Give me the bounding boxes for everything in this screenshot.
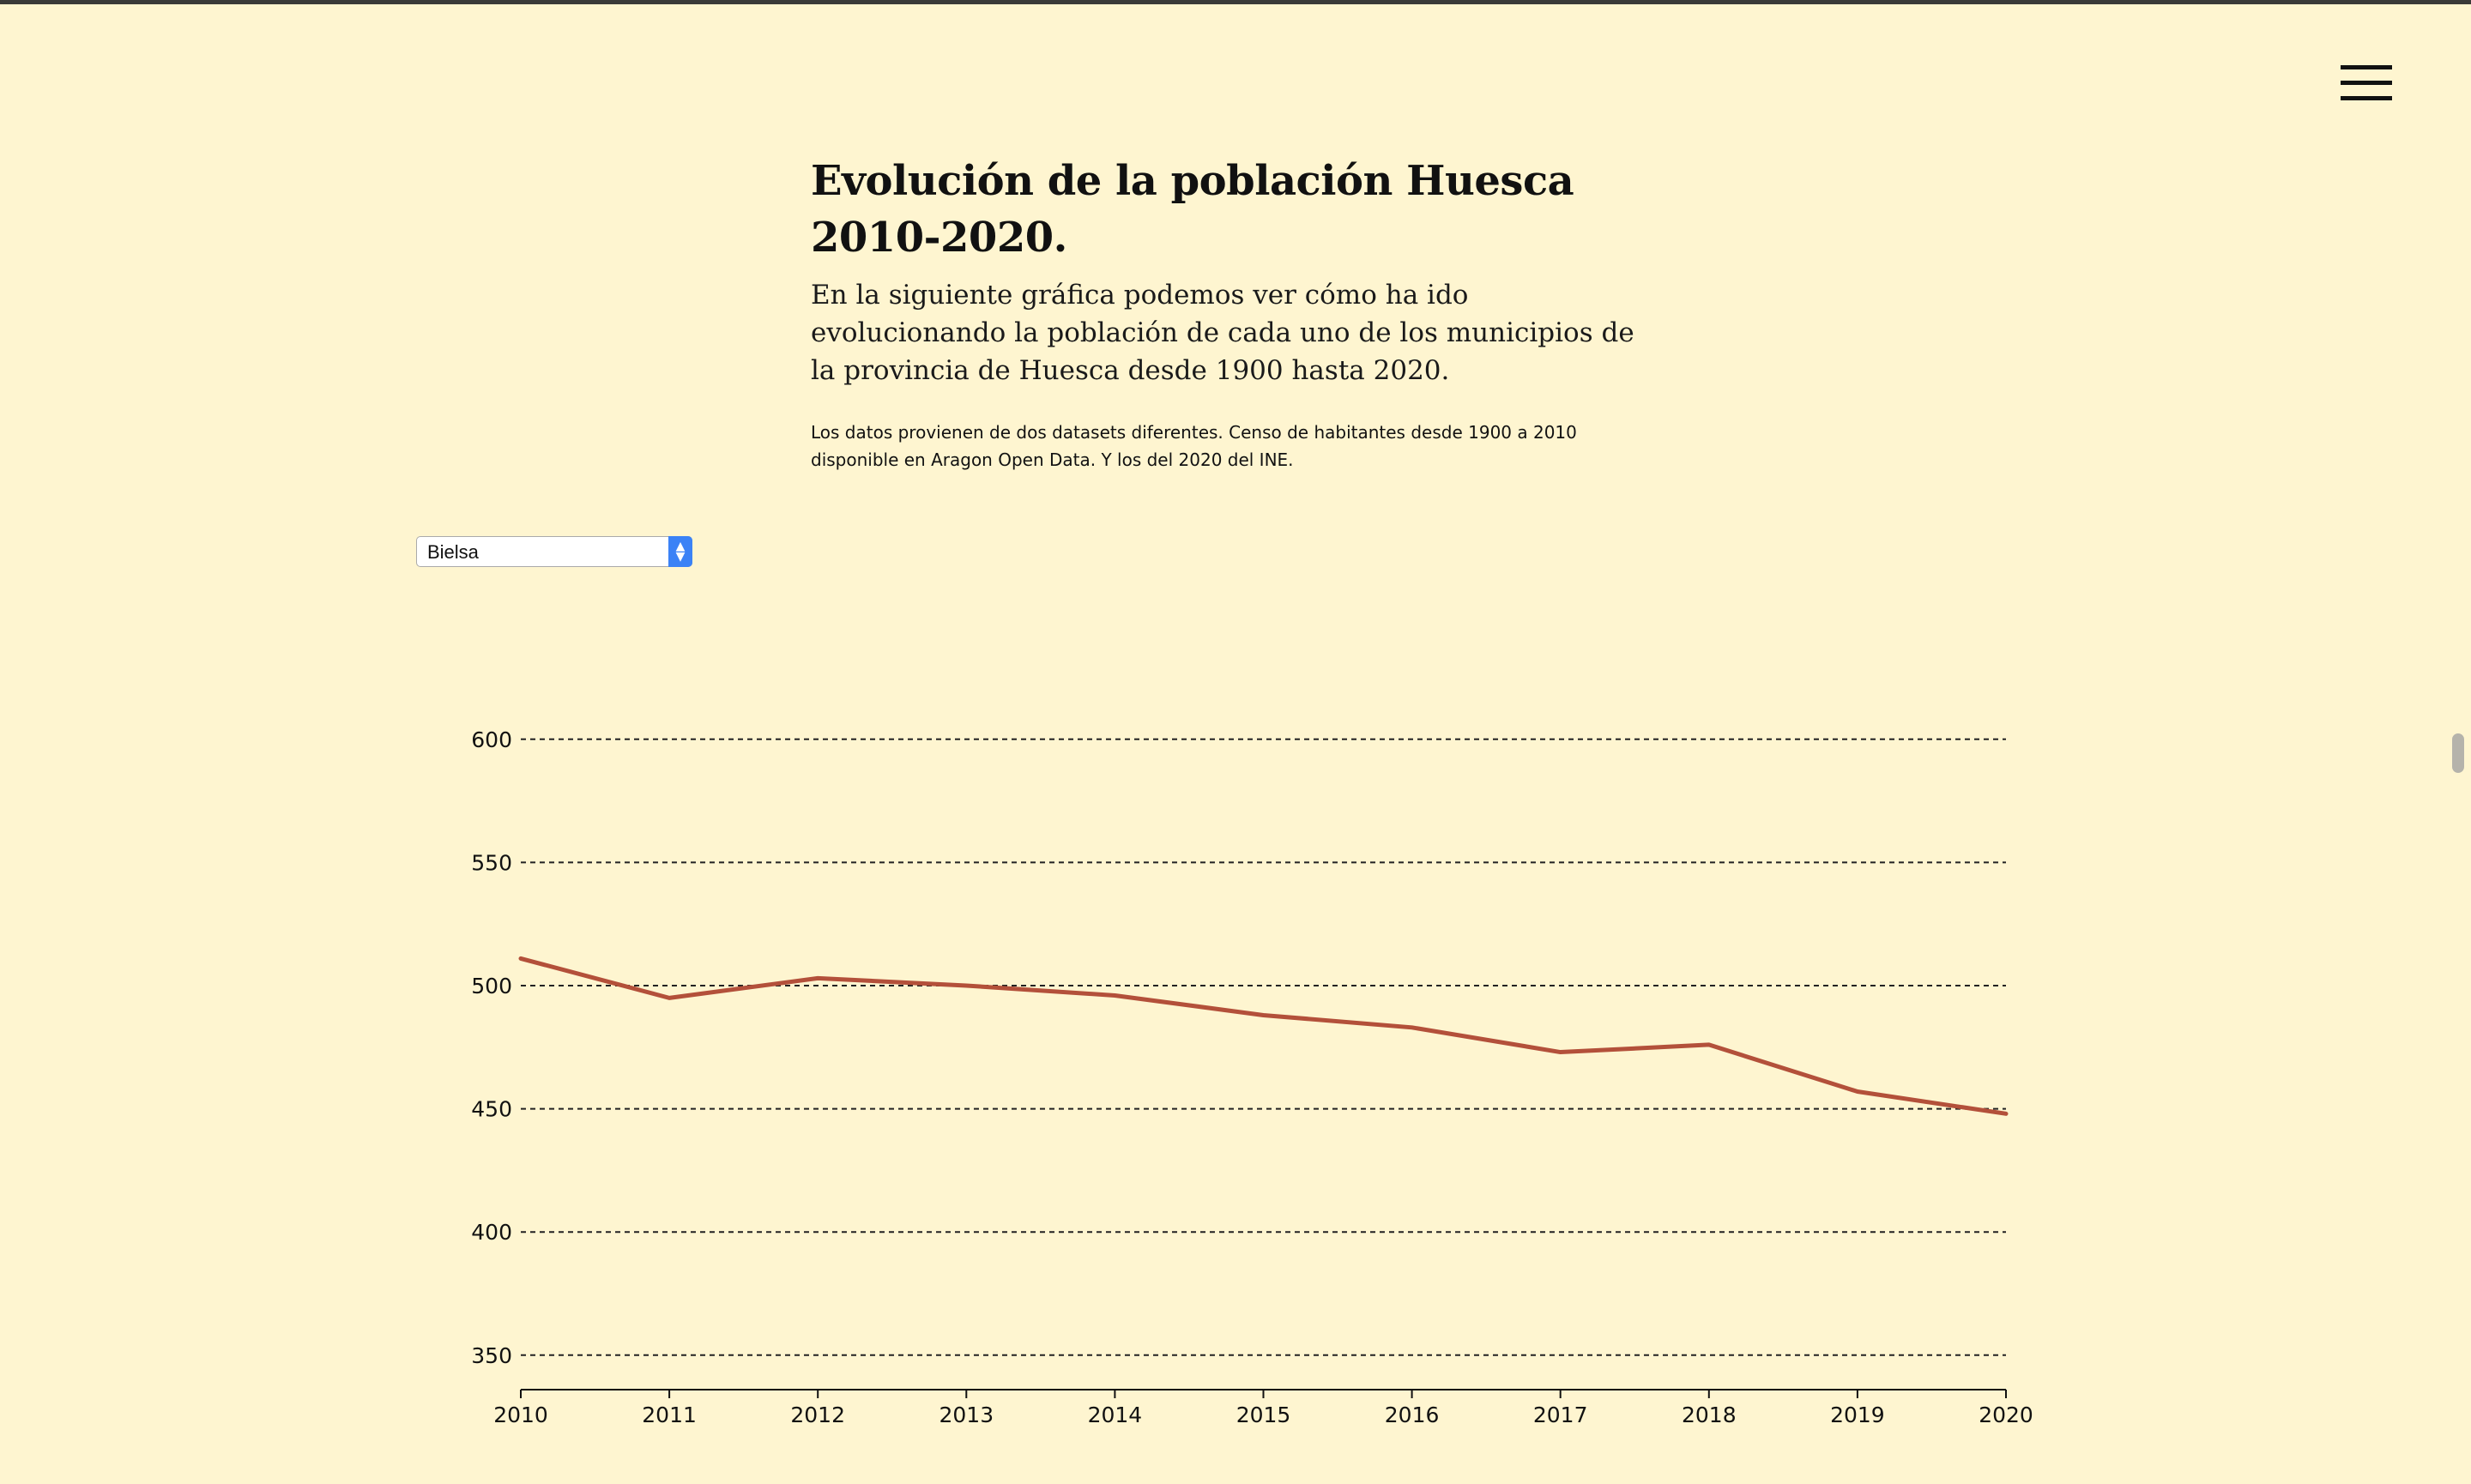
x-tick-label: 2016 xyxy=(1385,1403,1440,1427)
municipality-select[interactable]: Bielsa xyxy=(416,536,692,567)
source-note: Los datos provienen de dos datasets dife… xyxy=(811,422,1577,470)
x-tick-label: 2015 xyxy=(1236,1403,1291,1427)
hamburger-menu-icon[interactable] xyxy=(2334,60,2402,108)
grid-layer xyxy=(521,738,2006,1356)
y-tick-label: 600 xyxy=(471,727,512,752)
y-tick-label: 550 xyxy=(471,850,512,875)
page-title: Evolución de la población Huesca 2010-20… xyxy=(811,157,1574,262)
y-tick-label: 500 xyxy=(471,974,512,998)
article-header: Evolución de la población Huesca 2010-20… xyxy=(811,153,1634,474)
y-tick-label: 400 xyxy=(471,1220,512,1245)
municipality-select-wrapper: Bielsa ▲ ▼ xyxy=(416,536,692,567)
line-layer xyxy=(518,956,2009,1116)
population-series-line xyxy=(518,956,2009,1116)
menu-bar-top xyxy=(2341,65,2392,69)
scrollbar-thumb[interactable] xyxy=(2452,733,2464,773)
x-tick-label: 2011 xyxy=(642,1403,697,1427)
menu-bar-bottom xyxy=(2341,96,2392,100)
x-tick-label: 2020 xyxy=(1979,1403,2033,1427)
axis-layer: 350 400 450 500 550 600 2010 2011 2012 2013 2014 20… xyxy=(471,727,2033,1427)
x-tick-label: 2014 xyxy=(1088,1403,1143,1427)
y-tick-label: 450 xyxy=(471,1097,512,1122)
intro-paragraph: En la siguiente gráfica podemos ver cómo… xyxy=(811,280,1634,386)
menu-bar-middle xyxy=(2341,81,2392,85)
y-tick-label: 350 xyxy=(471,1343,512,1368)
x-tick-label: 2017 xyxy=(1533,1403,1588,1427)
x-tick-label: 2010 xyxy=(493,1403,548,1427)
window-top-border xyxy=(0,0,2471,4)
x-tick-label: 2018 xyxy=(1682,1403,1737,1427)
x-tick-label: 2012 xyxy=(790,1403,845,1427)
x-tick-label: 2013 xyxy=(939,1403,994,1427)
x-tick-label: 2019 xyxy=(1830,1403,1885,1427)
